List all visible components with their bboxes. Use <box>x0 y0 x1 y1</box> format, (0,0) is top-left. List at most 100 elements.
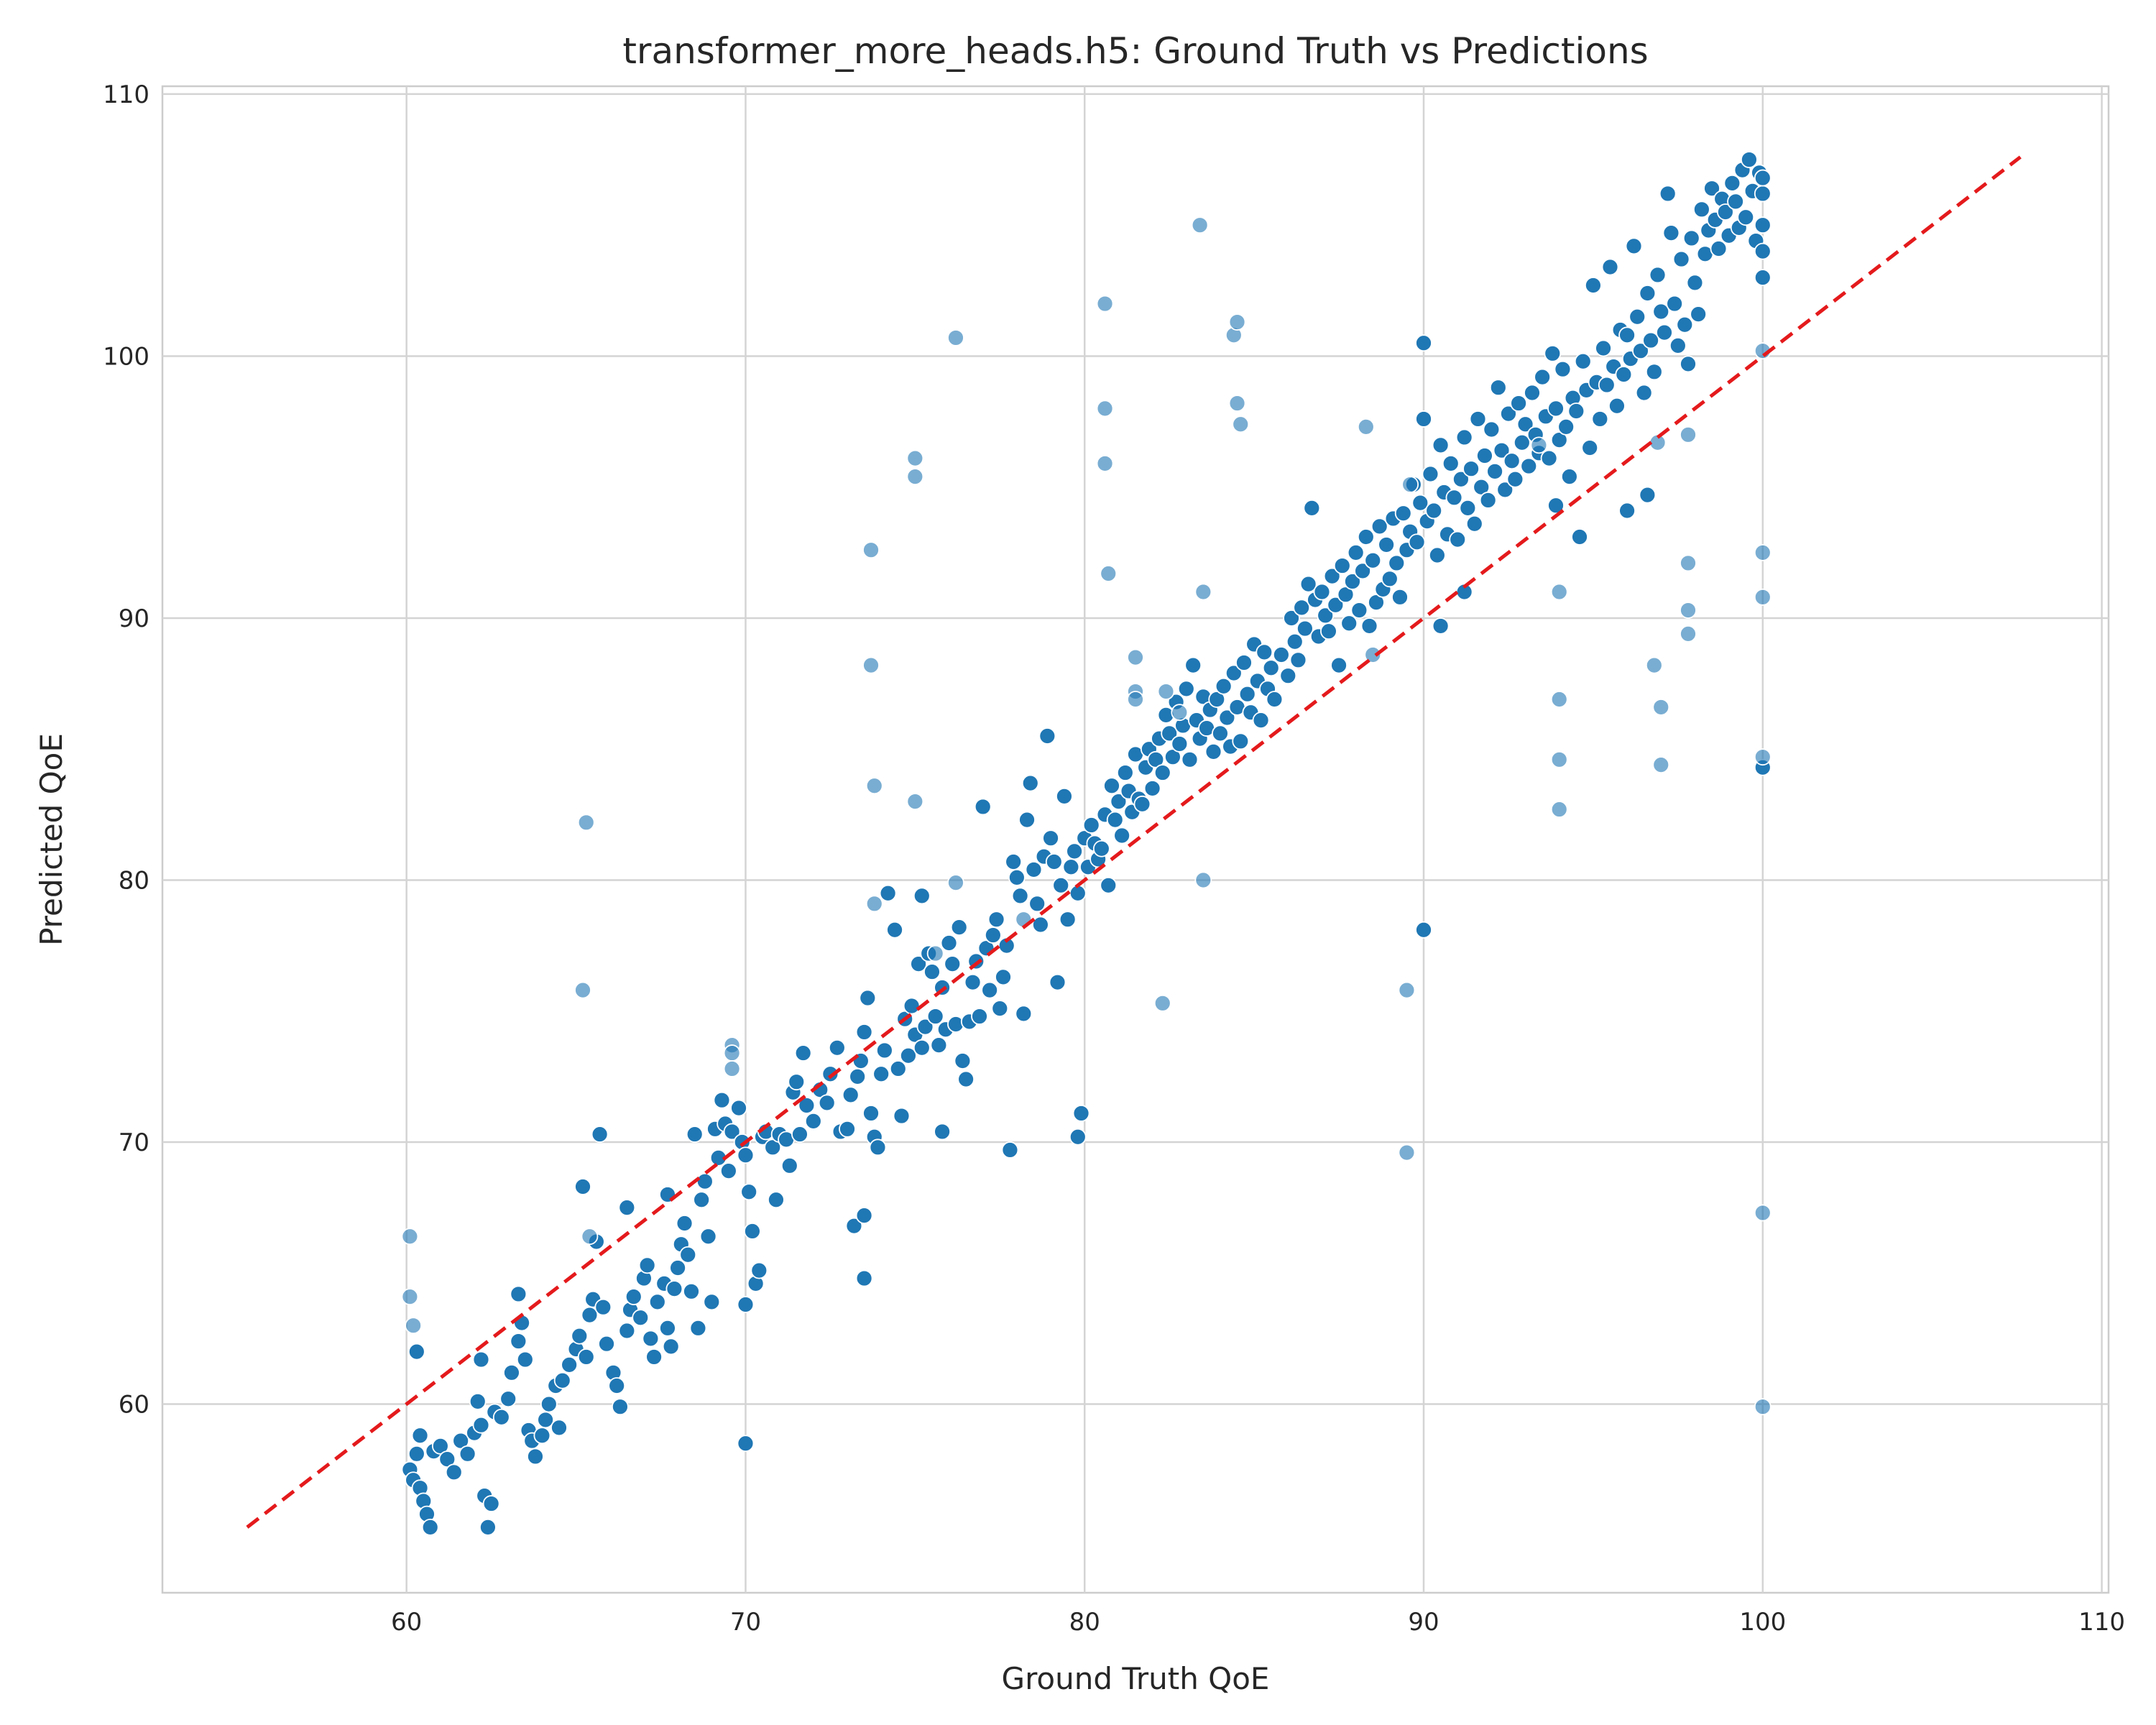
data-point <box>1540 449 1558 467</box>
data-point <box>839 1120 856 1138</box>
data-point <box>1425 502 1443 520</box>
data-point <box>407 1343 425 1361</box>
data-point <box>934 1123 951 1141</box>
data-point <box>1005 853 1023 870</box>
data-point <box>679 1246 697 1264</box>
identity-dashed-line <box>246 155 2022 1529</box>
data-point <box>625 1288 642 1305</box>
data-point <box>1500 405 1517 423</box>
data-point <box>421 1518 439 1536</box>
data-point <box>1649 266 1667 284</box>
data-point <box>1056 787 1073 805</box>
data-point <box>1011 887 1029 905</box>
data-point <box>1235 654 1253 671</box>
data-point <box>1680 602 1697 619</box>
data-point <box>1550 750 1568 768</box>
data-point <box>1113 827 1131 845</box>
data-point <box>1516 415 1534 433</box>
data-point <box>964 973 982 991</box>
data-point <box>906 793 924 811</box>
data-point <box>750 1261 768 1279</box>
data-point <box>1218 709 1236 727</box>
data-point <box>1232 415 1250 433</box>
data-point <box>665 1280 683 1298</box>
data-point <box>1591 410 1609 428</box>
data-point <box>1127 648 1144 666</box>
data-point <box>737 1296 755 1313</box>
data-point <box>1615 366 1633 383</box>
data-point <box>1330 656 1348 674</box>
data-point <box>1510 395 1528 412</box>
data-point <box>862 1105 880 1122</box>
data-point <box>984 926 1002 944</box>
data-point <box>1001 1141 1019 1159</box>
data-point <box>1618 326 1636 344</box>
data-point <box>696 1172 714 1190</box>
data-point <box>730 1099 747 1117</box>
data-point <box>1595 339 1612 357</box>
data-point <box>971 1008 988 1025</box>
data-point <box>1184 656 1202 674</box>
data-point <box>1741 151 1758 168</box>
data-point <box>574 981 591 999</box>
data-point <box>737 1435 755 1453</box>
data-point <box>865 777 883 795</box>
data-point <box>1357 528 1375 546</box>
data-point <box>1153 764 1171 781</box>
data-point <box>1262 659 1280 677</box>
data-point <box>1503 452 1521 470</box>
data-point <box>574 1178 591 1195</box>
data-point <box>804 1112 822 1130</box>
data-point <box>991 1000 1009 1018</box>
data-point <box>1652 699 1670 716</box>
data-point <box>1598 376 1616 394</box>
data-point <box>1347 543 1365 561</box>
data-point <box>1686 274 1704 292</box>
data-point <box>662 1338 680 1356</box>
y-tick-label: 70 <box>119 1128 149 1157</box>
data-point <box>1391 588 1409 606</box>
data-point <box>954 1052 972 1070</box>
y-tick-label: 100 <box>103 342 149 371</box>
data-point <box>910 955 927 973</box>
data-point <box>459 1445 476 1463</box>
data-point <box>723 1060 741 1077</box>
data-point <box>1096 455 1114 472</box>
data-point <box>1333 557 1351 574</box>
data-point <box>676 1215 694 1232</box>
data-point <box>1069 884 1087 902</box>
data-point <box>1754 242 1772 260</box>
data-point <box>1062 858 1080 876</box>
data-point <box>1350 602 1368 619</box>
data-point <box>1452 470 1470 488</box>
data-point <box>974 798 992 816</box>
data-point <box>516 1351 534 1368</box>
data-point <box>1232 732 1250 750</box>
data-point <box>1018 811 1036 829</box>
data-point <box>1340 615 1358 632</box>
data-point <box>1524 384 1541 402</box>
data-point <box>1025 861 1043 878</box>
data-point <box>1272 646 1290 663</box>
data-point <box>577 814 595 832</box>
data-point <box>1659 185 1677 203</box>
data-point <box>926 1008 944 1025</box>
data-point <box>1642 331 1660 349</box>
data-point <box>947 329 964 346</box>
data-point <box>1127 691 1144 708</box>
data-point <box>1639 486 1657 504</box>
data-point <box>1252 712 1270 730</box>
data-point <box>1296 620 1314 638</box>
data-point <box>1737 208 1755 226</box>
data-point <box>950 919 968 937</box>
data-point <box>1157 683 1175 700</box>
data-point <box>930 1036 948 1054</box>
data-point <box>740 1183 758 1201</box>
data-point <box>821 1065 839 1083</box>
chart-title: transformer_more_heads.h5: Ground Truth … <box>622 30 1648 72</box>
data-point <box>862 656 880 674</box>
data-point <box>553 1371 571 1389</box>
data-point <box>1204 742 1222 760</box>
data-point <box>1408 533 1426 551</box>
